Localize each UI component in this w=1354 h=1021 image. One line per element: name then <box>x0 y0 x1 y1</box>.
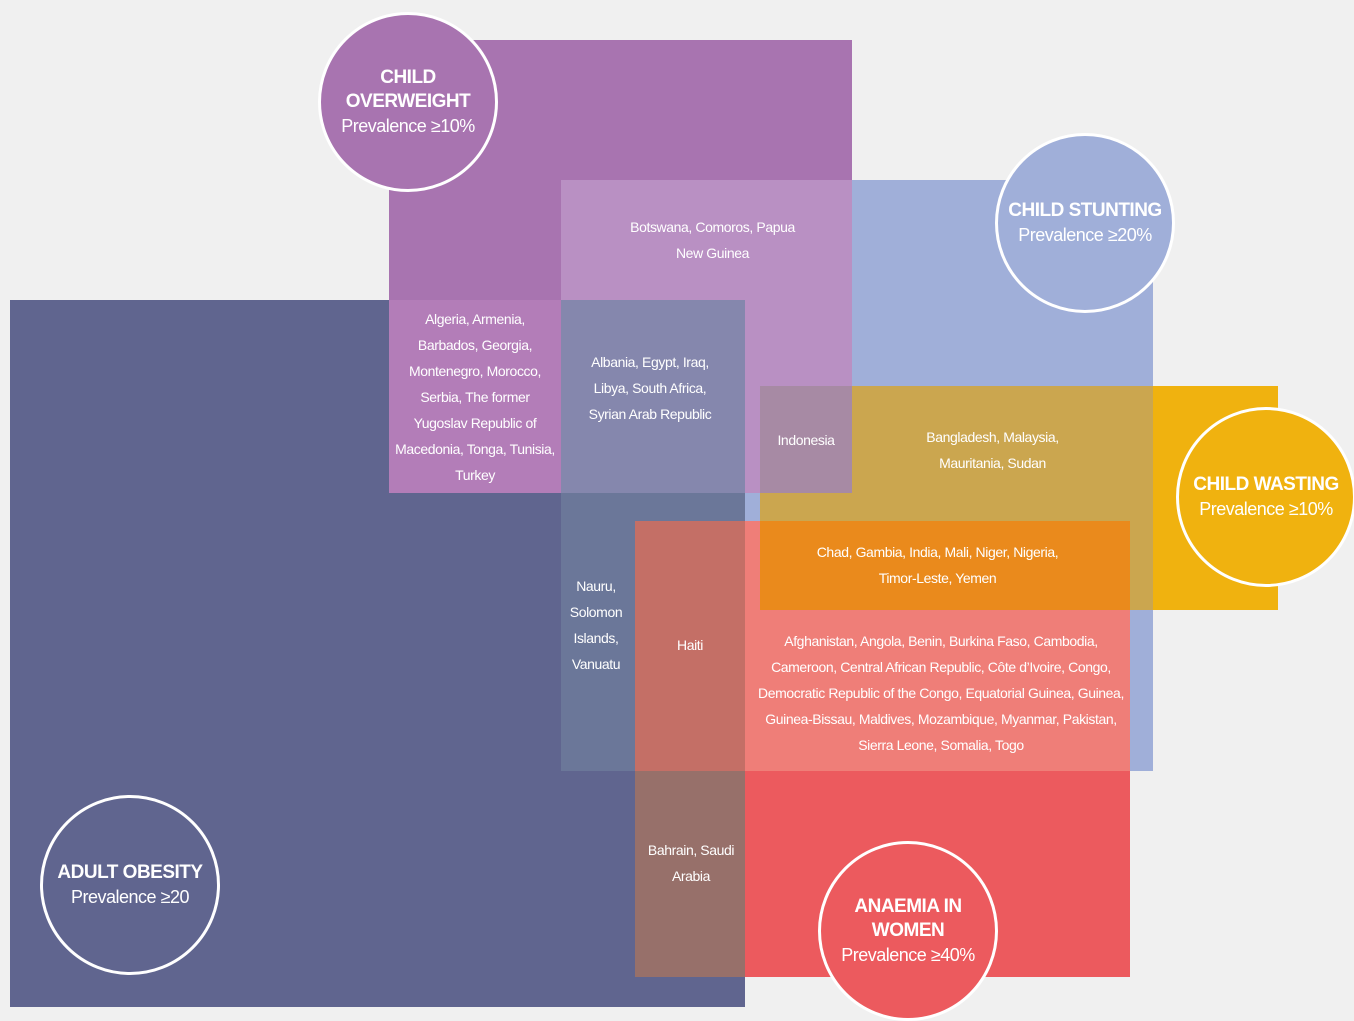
region-label: Nauru, Solomon Islands, Vanuatu <box>569 578 623 672</box>
circle-title: CHILD OVERWEIGHT <box>345 67 471 112</box>
region-label: Bangladesh, Malaysia, Mauritania, Sudan <box>926 429 1059 471</box>
circle-subtitle: Prevalence ≥20% <box>1018 225 1152 245</box>
circle: CHILD STUNTING Prevalence ≥20% <box>995 133 1175 313</box>
circle: CHILD OVERWEIGHT Prevalence ≥10% <box>318 12 498 192</box>
region-label: Indonesia <box>777 432 835 448</box>
region-label: Haiti <box>676 637 703 653</box>
circle-subtitle: Prevalence ≥40% <box>841 945 975 965</box>
region-label: Bahrain, Saudi Arabia <box>647 841 735 884</box>
region-label: Afghanistan, Angola, Benin, Burkina Faso… <box>758 632 1124 753</box>
circle: ADULT OBESITY Prevalence ≥20 <box>40 795 220 975</box>
region-label: Algeria, Armenia, Barbados, Georgia, Mon… <box>395 311 555 483</box>
circle-subtitle: Prevalence ≥10% <box>1199 499 1333 519</box>
circle-title: ANAEMIA IN WOMEN <box>854 896 962 941</box>
overweight-obesity-stunting <box>561 300 745 493</box>
circle-subtitle: Prevalence ≥10% <box>341 116 475 136</box>
circle-title: CHILD WASTING <box>1193 474 1339 495</box>
region-label: Albania, Egypt, Iraq, Libya, South Afric… <box>588 353 712 422</box>
circle-title: ADULT OBESITY <box>57 862 203 883</box>
circle: ANAEMIA IN WOMEN Prevalence ≥40% <box>818 841 998 1021</box>
obesity-anaemia <box>635 771 745 977</box>
anaemia-stunting-wasting <box>760 521 1130 610</box>
region-label: Chad, Gambia, India, Mali, Niger, Nigeri… <box>816 544 1059 586</box>
overweight-stunting-wasting <box>760 386 852 493</box>
obesity-stunting-anaemia <box>635 521 745 771</box>
circle: CHILD WASTING Prevalence ≥10% <box>1176 407 1354 587</box>
region-label: Botswana, Comoros, Papua New Guinea <box>630 219 795 261</box>
circle-subtitle: Prevalence ≥20 <box>71 887 189 907</box>
overweight-obesity <box>389 300 561 493</box>
circle-title: CHILD STUNTING <box>1008 200 1162 221</box>
